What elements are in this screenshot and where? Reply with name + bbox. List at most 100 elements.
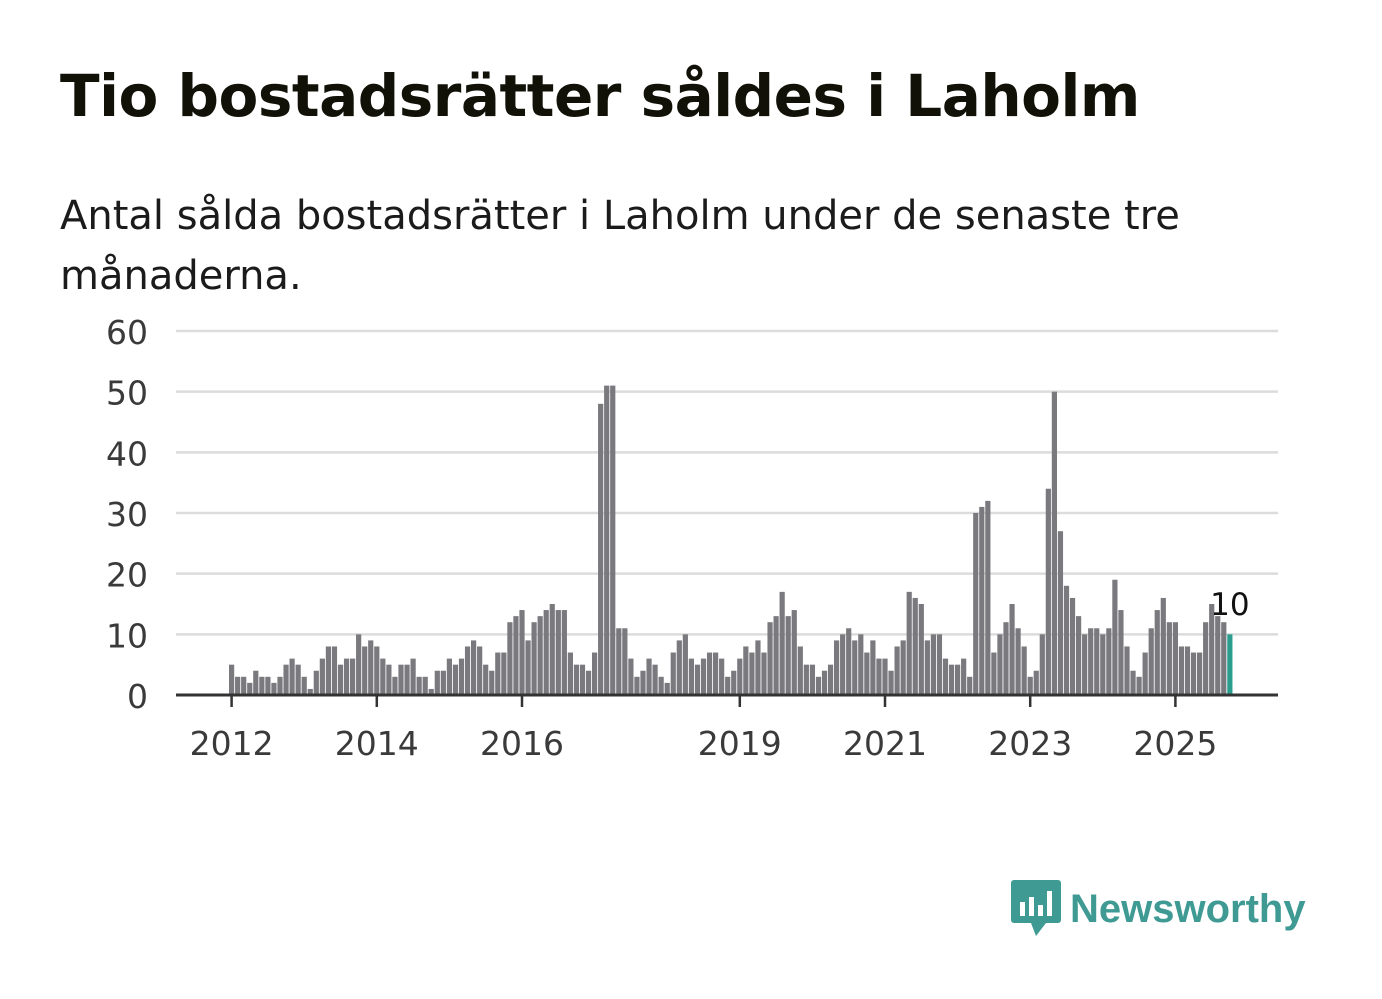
bar	[1033, 670, 1039, 695]
bar	[1215, 616, 1221, 695]
bar	[864, 652, 870, 695]
bar	[531, 622, 537, 695]
bar	[229, 664, 235, 695]
bar	[495, 652, 501, 695]
bar	[827, 664, 834, 695]
bar	[1051, 391, 1057, 695]
data-labels: 10	[1210, 587, 1249, 623]
bar	[1221, 622, 1227, 695]
bar	[1088, 628, 1094, 695]
bar	[325, 646, 331, 695]
bar	[791, 610, 797, 695]
bar	[356, 634, 362, 695]
bar	[670, 652, 676, 695]
bar	[749, 652, 755, 695]
bar	[930, 634, 936, 695]
bar	[307, 688, 313, 695]
bar	[682, 634, 688, 695]
newsworthy-logo-icon	[1011, 880, 1061, 936]
bar	[1136, 676, 1142, 695]
bar	[803, 664, 809, 695]
bar	[507, 622, 513, 695]
bar	[1015, 628, 1021, 695]
bar	[1027, 676, 1033, 695]
bar	[912, 597, 918, 695]
y-tick-label: 20	[106, 556, 148, 595]
bar	[779, 591, 785, 695]
bar	[464, 646, 471, 695]
bar	[289, 658, 295, 695]
bar	[948, 664, 955, 695]
bar	[501, 652, 507, 695]
x-tick-label: 2016	[480, 724, 564, 763]
bar	[894, 646, 900, 695]
data-label-latest: 10	[1210, 587, 1249, 623]
newsworthy-logo: Newsworthy	[1010, 878, 1306, 940]
bar	[991, 652, 997, 695]
bar	[761, 652, 767, 695]
bar	[392, 676, 398, 695]
chart-subtitle: Antal sålda bostadsrätter i Laholm under…	[60, 193, 1180, 299]
bar	[1057, 531, 1064, 695]
bar	[1124, 646, 1130, 695]
bar	[1203, 622, 1209, 695]
bar	[579, 664, 586, 695]
bar-highlight	[1227, 634, 1233, 695]
bar	[295, 664, 301, 695]
bar	[283, 664, 289, 695]
bar	[852, 640, 858, 695]
bar	[785, 616, 791, 695]
bar	[1160, 597, 1166, 695]
bar	[694, 664, 701, 695]
bar	[446, 658, 452, 695]
bar	[1106, 628, 1112, 695]
bar	[265, 676, 271, 695]
bar	[700, 658, 707, 695]
bar	[936, 634, 943, 695]
bar	[1094, 628, 1100, 695]
bar	[452, 664, 459, 695]
bar	[1190, 652, 1197, 695]
bar	[616, 628, 622, 695]
bar	[555, 610, 561, 695]
bar	[658, 676, 664, 695]
bar	[537, 616, 543, 695]
bar	[241, 676, 247, 695]
bar	[767, 622, 773, 695]
bar	[755, 640, 761, 695]
bar	[1082, 634, 1088, 695]
bar	[918, 604, 924, 695]
bar	[313, 670, 319, 695]
bar	[882, 658, 888, 695]
x-tick-label: 2023	[988, 724, 1072, 763]
bar	[398, 664, 404, 695]
bar	[961, 658, 967, 695]
bar	[628, 658, 634, 695]
y-tick-label: 10	[106, 616, 148, 655]
bar	[247, 682, 253, 695]
bar	[489, 670, 495, 695]
bar	[519, 610, 525, 695]
bar	[809, 664, 815, 695]
bar	[973, 513, 979, 695]
bar	[797, 646, 803, 695]
bar	[985, 500, 991, 695]
y-tick-label: 60	[106, 313, 148, 352]
bar	[906, 591, 912, 695]
bar	[598, 403, 604, 695]
bar	[1045, 488, 1051, 695]
bar	[773, 616, 779, 695]
bar	[1009, 604, 1015, 695]
x-tick-label: 2025	[1133, 724, 1217, 763]
bar	[428, 688, 434, 695]
bar	[1148, 628, 1154, 695]
bar	[846, 628, 852, 695]
bar	[731, 670, 737, 695]
bar	[567, 652, 573, 695]
bar	[585, 670, 592, 695]
x-axis-ticks: 2012 2014 2016 2019 2021 2023 2025	[190, 695, 1217, 763]
bar	[815, 676, 822, 695]
y-tick-label: 40	[106, 434, 148, 473]
x-tick-label: 2019	[698, 724, 782, 763]
bar	[592, 652, 598, 695]
